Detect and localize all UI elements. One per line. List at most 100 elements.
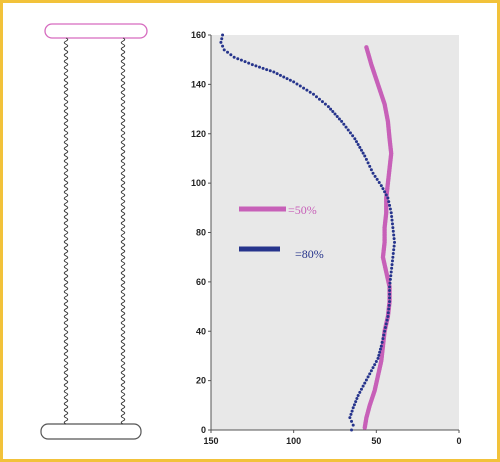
y-tick-label: 0 — [201, 425, 206, 435]
y-tick-label: 120 — [191, 129, 206, 139]
data-point — [388, 300, 392, 304]
y-tick-label: 80 — [196, 228, 206, 238]
data-point — [355, 397, 359, 401]
data-point — [333, 112, 337, 116]
series-layer — [219, 33, 397, 432]
data-point — [373, 174, 377, 178]
data-point — [388, 277, 392, 281]
data-point — [363, 154, 367, 158]
data-point — [361, 384, 365, 388]
data-point — [366, 161, 370, 165]
data-point — [371, 366, 375, 370]
data-point — [388, 289, 392, 293]
y-tick-label: 140 — [191, 79, 206, 89]
data-point — [351, 134, 355, 138]
bottom-plate — [40, 423, 142, 440]
data-point — [243, 60, 247, 64]
data-point — [375, 177, 379, 181]
data-point — [388, 207, 392, 211]
data-point — [381, 187, 385, 191]
data-point — [369, 168, 373, 172]
spring-column-diagram — [40, 23, 148, 440]
data-point — [326, 105, 330, 109]
data-point — [359, 387, 363, 391]
data-point — [278, 73, 282, 77]
data-point — [229, 53, 233, 57]
data-point — [378, 347, 382, 351]
data-point — [387, 200, 391, 204]
y-tick-label: 100 — [191, 178, 206, 188]
data-point — [388, 281, 392, 285]
data-point — [388, 292, 392, 296]
data-point — [386, 311, 390, 315]
legend: =50% =80% — [239, 203, 324, 261]
data-point — [348, 416, 352, 420]
data-point — [351, 423, 355, 427]
x-tick-label: 0 — [456, 436, 461, 446]
data-point — [356, 393, 360, 397]
data-point — [344, 125, 348, 129]
data-point — [387, 307, 391, 311]
data-point — [386, 196, 390, 200]
data-point — [377, 353, 381, 357]
x-tick-label: 150 — [203, 436, 218, 446]
data-point — [384, 193, 388, 197]
data-point — [393, 240, 397, 244]
data-point — [351, 406, 355, 410]
data-point — [359, 148, 363, 152]
data-point — [379, 344, 383, 348]
data-point — [390, 263, 394, 267]
data-point — [388, 285, 392, 289]
data-point — [257, 65, 261, 69]
data-point — [221, 33, 225, 37]
data-point — [381, 337, 385, 341]
data-point — [342, 122, 346, 126]
data-point — [382, 333, 386, 337]
data-point — [377, 181, 381, 185]
data-point — [323, 102, 327, 106]
data-point — [387, 303, 391, 307]
data-point — [383, 329, 387, 333]
data-point — [368, 164, 372, 168]
data-point — [380, 340, 384, 344]
data-point — [389, 211, 393, 215]
data-point — [317, 97, 321, 101]
y-tick-label: 160 — [191, 30, 206, 40]
data-point — [392, 237, 396, 241]
data-point — [236, 57, 240, 61]
data-point — [358, 145, 362, 149]
data-point — [346, 128, 350, 132]
data-point — [285, 77, 289, 81]
data-point — [392, 244, 396, 248]
data-point — [292, 80, 296, 84]
data-point — [320, 100, 324, 104]
data-point — [348, 131, 352, 135]
data-point — [386, 314, 390, 318]
data-point — [378, 350, 382, 354]
data-point — [391, 255, 395, 259]
data-point — [384, 322, 388, 326]
data-point — [353, 137, 357, 141]
x-tick-label: 50 — [371, 436, 381, 446]
data-point — [350, 428, 354, 432]
top-plate — [44, 23, 148, 39]
data-point — [221, 44, 225, 48]
data-point — [350, 409, 354, 413]
data-point — [350, 419, 354, 423]
data-point — [392, 233, 396, 237]
spring-2 — [120, 37, 126, 425]
data-point — [379, 184, 383, 188]
data-point — [371, 171, 375, 175]
data-point — [352, 403, 356, 407]
data-point — [391, 251, 395, 255]
data-point — [385, 318, 389, 322]
data-point — [390, 259, 394, 263]
data-point — [363, 381, 367, 385]
data-point — [356, 142, 360, 146]
data-point — [389, 270, 393, 274]
y-tick-label: 60 — [196, 277, 206, 287]
data-point — [392, 248, 396, 252]
data-point — [368, 372, 372, 376]
data-point — [383, 190, 387, 194]
